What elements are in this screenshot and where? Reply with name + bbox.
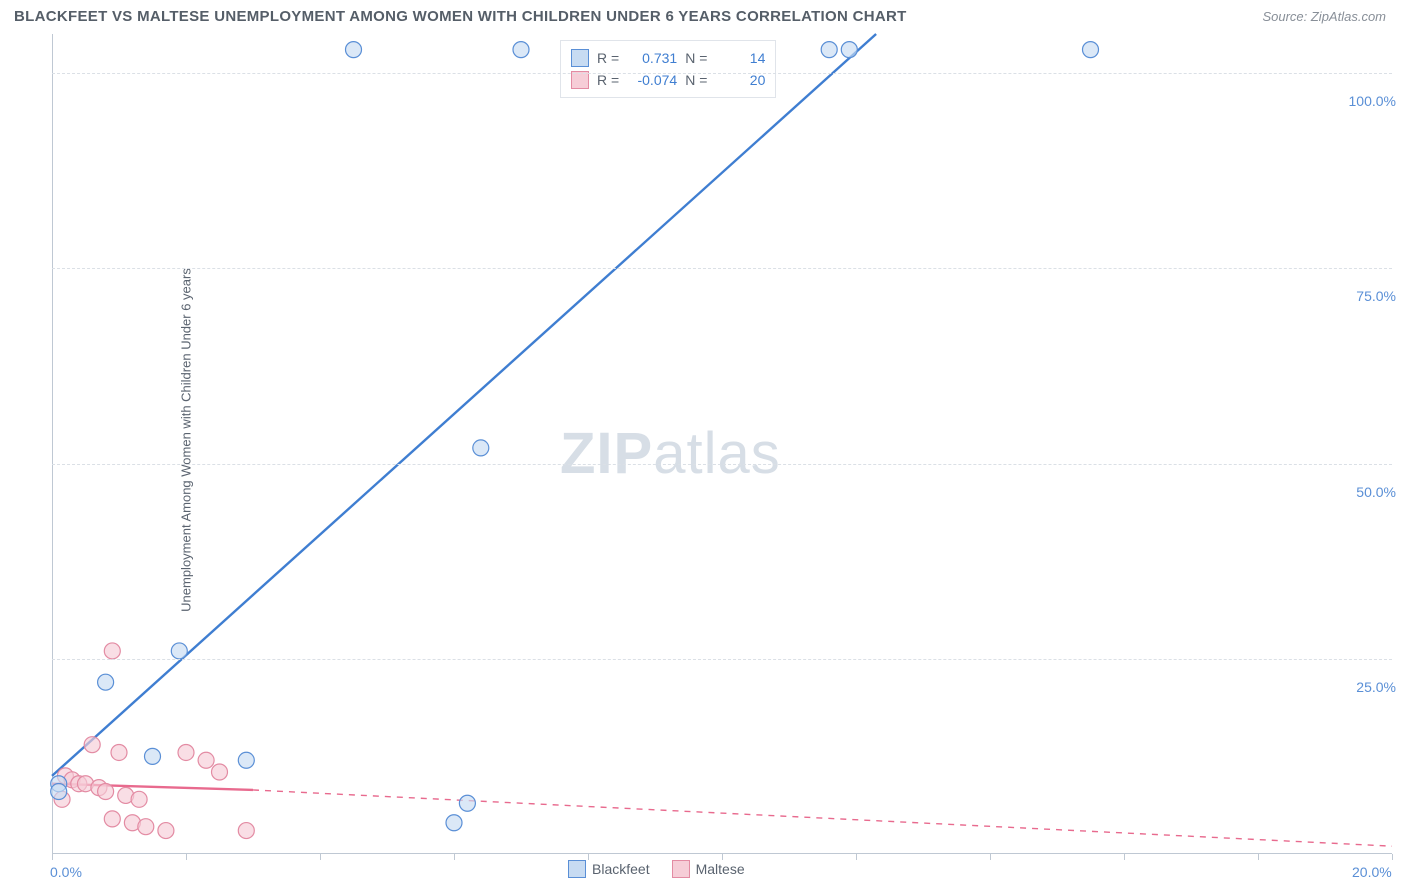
data-point bbox=[178, 744, 194, 760]
y-tick-label: 75.0% bbox=[1356, 288, 1396, 304]
data-point bbox=[131, 791, 147, 807]
data-point bbox=[171, 643, 187, 659]
swatch-blackfeet-bottom bbox=[568, 860, 586, 878]
swatch-maltese-bottom bbox=[672, 860, 690, 878]
data-point bbox=[51, 784, 67, 800]
scatter-plot-svg bbox=[52, 34, 1392, 854]
gridline bbox=[52, 659, 1392, 660]
x-tick bbox=[722, 854, 723, 860]
x-tick bbox=[856, 854, 857, 860]
chart-source: Source: ZipAtlas.com bbox=[1262, 9, 1386, 24]
data-point bbox=[446, 815, 462, 831]
data-point bbox=[198, 752, 214, 768]
data-point bbox=[145, 748, 161, 764]
y-tick-label: 50.0% bbox=[1356, 484, 1396, 500]
legend-label-maltese: Maltese bbox=[696, 861, 745, 877]
x-tick bbox=[588, 854, 589, 860]
data-point bbox=[821, 42, 837, 58]
data-point bbox=[513, 42, 529, 58]
legend-item-maltese: Maltese bbox=[672, 860, 745, 878]
x-tick bbox=[1124, 854, 1125, 860]
x-tick bbox=[454, 854, 455, 860]
data-point bbox=[346, 42, 362, 58]
legend-item-blackfeet: Blackfeet bbox=[568, 860, 650, 878]
gridline bbox=[52, 73, 1392, 74]
swatch-blackfeet bbox=[571, 49, 589, 67]
gridline bbox=[52, 268, 1392, 269]
trend-line bbox=[253, 790, 1392, 846]
data-point bbox=[473, 440, 489, 456]
x-tick bbox=[186, 854, 187, 860]
n-label: N = bbox=[685, 50, 707, 66]
x-tick-label: 0.0% bbox=[50, 864, 82, 880]
data-point bbox=[212, 764, 228, 780]
x-tick bbox=[52, 854, 53, 860]
data-point bbox=[111, 744, 127, 760]
n-value-blackfeet: 14 bbox=[715, 50, 765, 66]
chart-header: BLACKFEET VS MALTESE UNEMPLOYMENT AMONG … bbox=[0, 0, 1406, 29]
data-point bbox=[158, 823, 174, 839]
gridline bbox=[52, 464, 1392, 465]
data-point bbox=[84, 737, 100, 753]
data-point bbox=[98, 674, 114, 690]
y-tick-label: 100.0% bbox=[1349, 93, 1396, 109]
data-point bbox=[238, 823, 254, 839]
x-tick-label: 20.0% bbox=[1352, 864, 1392, 880]
n-value-maltese: 20 bbox=[715, 72, 765, 88]
legend-row-blackfeet: R = 0.731 N = 14 bbox=[571, 47, 765, 69]
correlation-legend: R = 0.731 N = 14 R = -0.074 N = 20 bbox=[560, 40, 776, 98]
r-label: R = bbox=[597, 50, 619, 66]
data-point bbox=[1083, 42, 1099, 58]
x-tick bbox=[1258, 854, 1259, 860]
r-value-blackfeet: 0.731 bbox=[627, 50, 677, 66]
data-point bbox=[138, 819, 154, 835]
trend-line bbox=[52, 34, 876, 776]
data-point bbox=[104, 643, 120, 659]
x-tick bbox=[990, 854, 991, 860]
x-tick bbox=[320, 854, 321, 860]
data-point bbox=[459, 795, 475, 811]
x-tick bbox=[1392, 854, 1393, 860]
series-legend: Blackfeet Maltese bbox=[568, 860, 745, 878]
r-label: R = bbox=[597, 72, 619, 88]
n-label: N = bbox=[685, 72, 707, 88]
data-point bbox=[238, 752, 254, 768]
data-point bbox=[98, 784, 114, 800]
r-value-maltese: -0.074 bbox=[627, 72, 677, 88]
chart-title: BLACKFEET VS MALTESE UNEMPLOYMENT AMONG … bbox=[14, 8, 907, 25]
data-point bbox=[841, 42, 857, 58]
y-tick-label: 25.0% bbox=[1356, 679, 1396, 695]
legend-label-blackfeet: Blackfeet bbox=[592, 861, 650, 877]
data-point bbox=[104, 811, 120, 827]
